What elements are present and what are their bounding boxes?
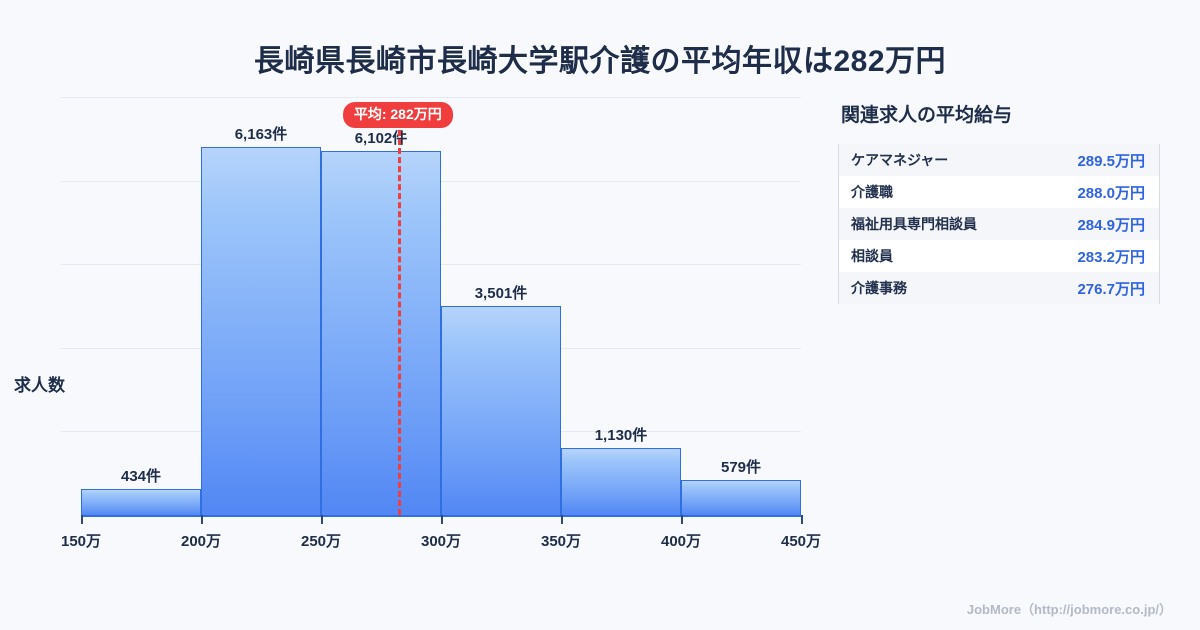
x-axis-tick-label: 400万 [660, 533, 702, 550]
x-axis-tick [81, 515, 83, 524]
x-axis-tick-label: 250万 [300, 533, 342, 550]
salary-table-row[interactable]: 相談員 283.2万円 [839, 240, 1159, 272]
plot-area [61, 97, 801, 515]
x-axis-tick-label: 350万 [540, 533, 582, 550]
bar-value-label: 434件 [120, 468, 162, 486]
salary-job-name: 福祉用具専門相談員 [851, 216, 977, 232]
related-salary-title: 関連求人の平均給与 [841, 105, 1013, 126]
histogram-bar[interactable] [441, 305, 561, 515]
histogram-bar[interactable] [681, 480, 801, 515]
histogram-chart: 求人数 年収 434件6,163件6,102件3,501件1,130件579件1… [0, 90, 830, 630]
x-axis-tick-label: 200万 [180, 533, 222, 550]
salary-table-row[interactable]: 介護事務 276.7万円 [839, 272, 1159, 304]
x-axis-tick [321, 515, 323, 524]
x-axis-tick-label: 150万 [60, 533, 102, 550]
salary-amount: 284.9万円 [1077, 216, 1145, 234]
bar-value-label: 6,102件 [354, 129, 408, 147]
salary-job-name: 相談員 [851, 248, 893, 264]
salary-job-name: 介護事務 [851, 280, 907, 296]
bar-value-label: 1,130件 [594, 426, 648, 444]
salary-amount: 288.0万円 [1077, 184, 1145, 202]
related-salary-table: ケアマネジャー 289.5万円介護職 288.0万円福祉用具専門相談員 284.9万円… [838, 144, 1160, 304]
salary-table-row[interactable]: 介護職 288.0万円 [839, 176, 1159, 208]
histogram-bar[interactable] [201, 146, 321, 515]
page-title: 長崎県長崎市長崎大学駅介護の平均年収は282万円 [253, 45, 947, 78]
salary-table-row[interactable]: 福祉用具専門相談員 284.9万円 [839, 208, 1159, 240]
x-axis-tick [681, 515, 683, 524]
salary-table-row[interactable]: ケアマネジャー 289.5万円 [839, 144, 1159, 176]
salary-amount: 283.2万円 [1077, 248, 1145, 266]
footer-credit: JobMore（http://jobmore.co.jp/） [966, 602, 1172, 617]
average-badge: 平均: 282万円 [342, 102, 453, 128]
histogram-bar[interactable] [561, 447, 681, 515]
x-axis-tick [561, 515, 563, 524]
x-axis-tick [441, 515, 443, 524]
gridline [61, 97, 801, 98]
bar-value-label: 6,163件 [234, 125, 288, 143]
related-salary-panel: 関連求人の平均給与 ケアマネジャー 289.5万円介護職 288.0万円福祉用具専門… [838, 100, 1168, 304]
x-axis-tick-label: 450万 [780, 533, 822, 550]
x-axis-tick [801, 515, 803, 524]
salary-amount: 289.5万円 [1077, 152, 1145, 170]
average-line [397, 130, 401, 515]
histogram-bar[interactable] [81, 489, 201, 515]
x-axis-tick [201, 515, 203, 524]
x-axis-tick-label: 300万 [420, 533, 462, 550]
salary-amount: 276.7万円 [1077, 280, 1145, 298]
bar-value-label: 579件 [720, 459, 762, 477]
bar-value-label: 3,501件 [474, 284, 528, 302]
salary-job-name: 介護職 [851, 184, 893, 200]
histogram-bar[interactable] [321, 150, 441, 515]
salary-job-name: ケアマネジャー [851, 152, 949, 168]
y-axis-title: 求人数 [14, 376, 65, 395]
